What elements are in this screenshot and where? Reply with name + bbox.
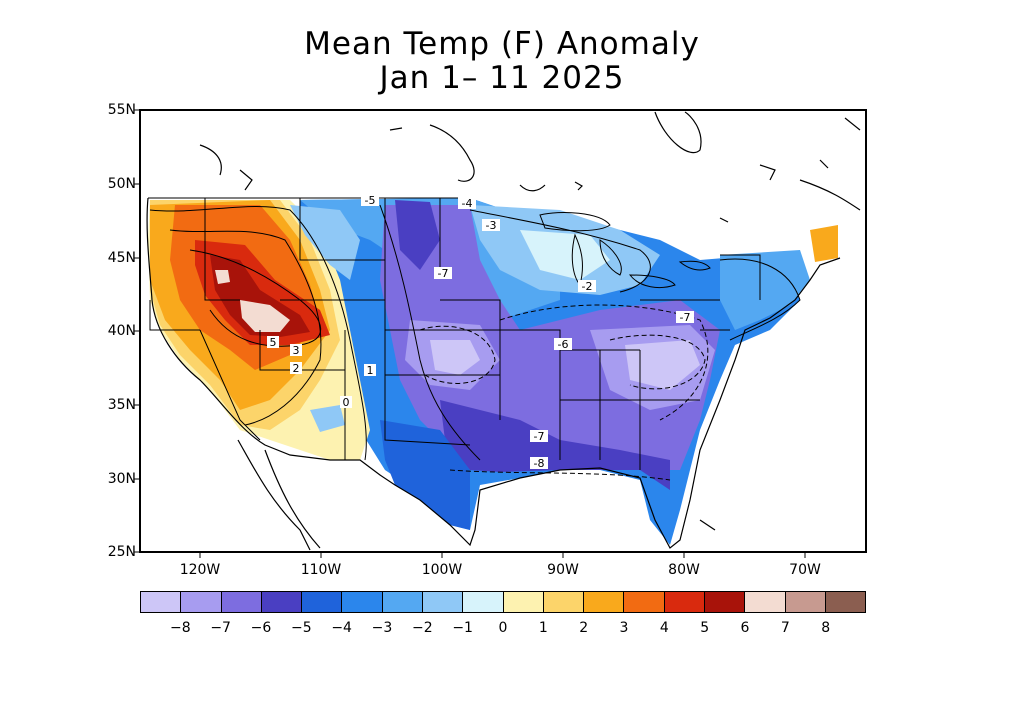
color-legend-tick-label: −1 (452, 620, 473, 636)
color-legend-swatch (745, 592, 786, 612)
lat-label: 35N (107, 397, 136, 413)
color-legend-tick-label: 7 (780, 620, 790, 636)
contour-label-group: -5 -4 -3 -7 -2 -6 -7 -7 -8 5 3 2 1 0 (267, 194, 694, 470)
color-legend-tick-label: −4 (331, 620, 352, 636)
color-legend-swatch (704, 592, 746, 612)
map-title-line2: Jan 1– 11 2025 (379, 60, 625, 96)
color-legend-tick-label: 1 (538, 620, 548, 636)
lon-label: 110W (300, 562, 342, 578)
color-legend-tick-label: 4 (659, 620, 669, 636)
color-legend-tick-label: −3 (371, 620, 393, 636)
region-texas-blue (380, 420, 470, 530)
region-lakes-lighter (520, 230, 610, 280)
region-pink-core (240, 300, 290, 332)
color-legend-swatch (463, 592, 504, 612)
color-legend-swatch (584, 592, 625, 612)
lon-label: 120W (179, 562, 221, 578)
color-legend-swatch (141, 592, 182, 612)
color-legend-tick-label: 0 (498, 620, 508, 636)
contour-label-text: -3 (486, 219, 497, 232)
contour-label: -4 (458, 197, 476, 210)
color-legend-swatch (422, 592, 464, 612)
lon-label: 80W (668, 562, 700, 578)
contour-label: 0 (340, 396, 352, 409)
lat-label: 30N (107, 471, 136, 487)
contour-label-text: -7 (680, 311, 691, 324)
contour-label: -6 (554, 338, 572, 351)
color-legend-tick-label: 8 (821, 620, 831, 636)
contour-label-text: 5 (270, 336, 277, 349)
contour-label-text: -8 (534, 457, 545, 470)
color-legend-tick-label: 3 (619, 620, 629, 636)
axis-ticks (134, 109, 806, 558)
region-light-blue-mt (290, 205, 360, 280)
great-lakes (539, 211, 711, 288)
contour-label: -2 (578, 280, 596, 293)
color-legend-tick-label: −5 (291, 620, 312, 636)
map-title-line1: Mean Temp (F) Anomaly (304, 26, 700, 62)
lat-label: 50N (107, 176, 136, 192)
contour-label: -7 (676, 311, 694, 324)
contour-label-text: 3 (293, 344, 300, 357)
color-legend-swatch (503, 592, 544, 612)
color-legend-swatch (825, 592, 866, 612)
color-legend-swatch (382, 592, 423, 612)
contour-label-text: 0 (343, 396, 350, 409)
contour-label: 5 (267, 336, 279, 349)
color-legend-swatch (785, 592, 826, 612)
contour-label-text: -5 (365, 194, 376, 207)
contour-label: -7 (434, 267, 452, 280)
region-deep-purple-south (440, 400, 670, 490)
color-legend-tick-label: 2 (579, 620, 589, 636)
color-legend-swatch (261, 592, 303, 612)
color-legend-tick-label: −8 (170, 620, 191, 636)
lat-label: 55N (107, 102, 136, 118)
contour-label: -3 (482, 219, 500, 232)
region-pale-maine (810, 225, 838, 262)
region-lightest-ks (430, 340, 480, 375)
color-legend-tick-label: −6 (250, 620, 272, 636)
color-legend-swatch (181, 592, 222, 612)
lon-label: 70W (789, 562, 821, 578)
contour-label-text: -4 (462, 197, 473, 210)
contour-label-text: 1 (367, 364, 374, 377)
contour-label: -8 (530, 457, 548, 470)
color-legend-tick-label: −2 (412, 620, 433, 636)
map-fill-layer (148, 198, 838, 545)
contour-label: 3 (290, 344, 302, 357)
color-legend-swatch (302, 592, 343, 612)
color-legend-tick-label: 6 (740, 620, 750, 636)
contour-label-text: -7 (534, 430, 545, 443)
color-legend-swatch (664, 592, 705, 612)
region-light-blue-nm (310, 405, 345, 432)
contour-label: 1 (364, 364, 376, 377)
boundary-lines (148, 197, 761, 470)
region-purple-plains (380, 205, 720, 470)
color-legend-swatch (221, 592, 262, 612)
color-legend-bar (140, 591, 866, 613)
region-lightest-se (625, 340, 700, 390)
contour-label: -5 (361, 194, 379, 207)
lat-label: 25N (107, 544, 136, 560)
color-legend-tick-label: −7 (210, 620, 231, 636)
contour-label: 2 (290, 362, 302, 375)
lat-label: 40N (107, 323, 136, 339)
region-ne-blue (720, 250, 810, 330)
color-legend-swatch (543, 592, 585, 612)
region-pink-spot (215, 270, 230, 284)
contour-label-text: -6 (558, 338, 569, 351)
contour-label-text: -2 (582, 280, 593, 293)
contour-label-text: -7 (438, 267, 449, 280)
region-deep-purple-mn (395, 200, 440, 270)
color-legend-swatch (342, 592, 383, 612)
coastlines (146, 111, 861, 551)
contour-label: -7 (530, 430, 548, 443)
lon-label: 90W (547, 562, 579, 578)
color-legend-tick-label: 5 (700, 620, 710, 636)
color-legend-swatch (624, 592, 665, 612)
lat-label: 45N (107, 250, 136, 266)
contour-label-text: 2 (293, 362, 300, 375)
lon-label: 100W (421, 562, 463, 578)
